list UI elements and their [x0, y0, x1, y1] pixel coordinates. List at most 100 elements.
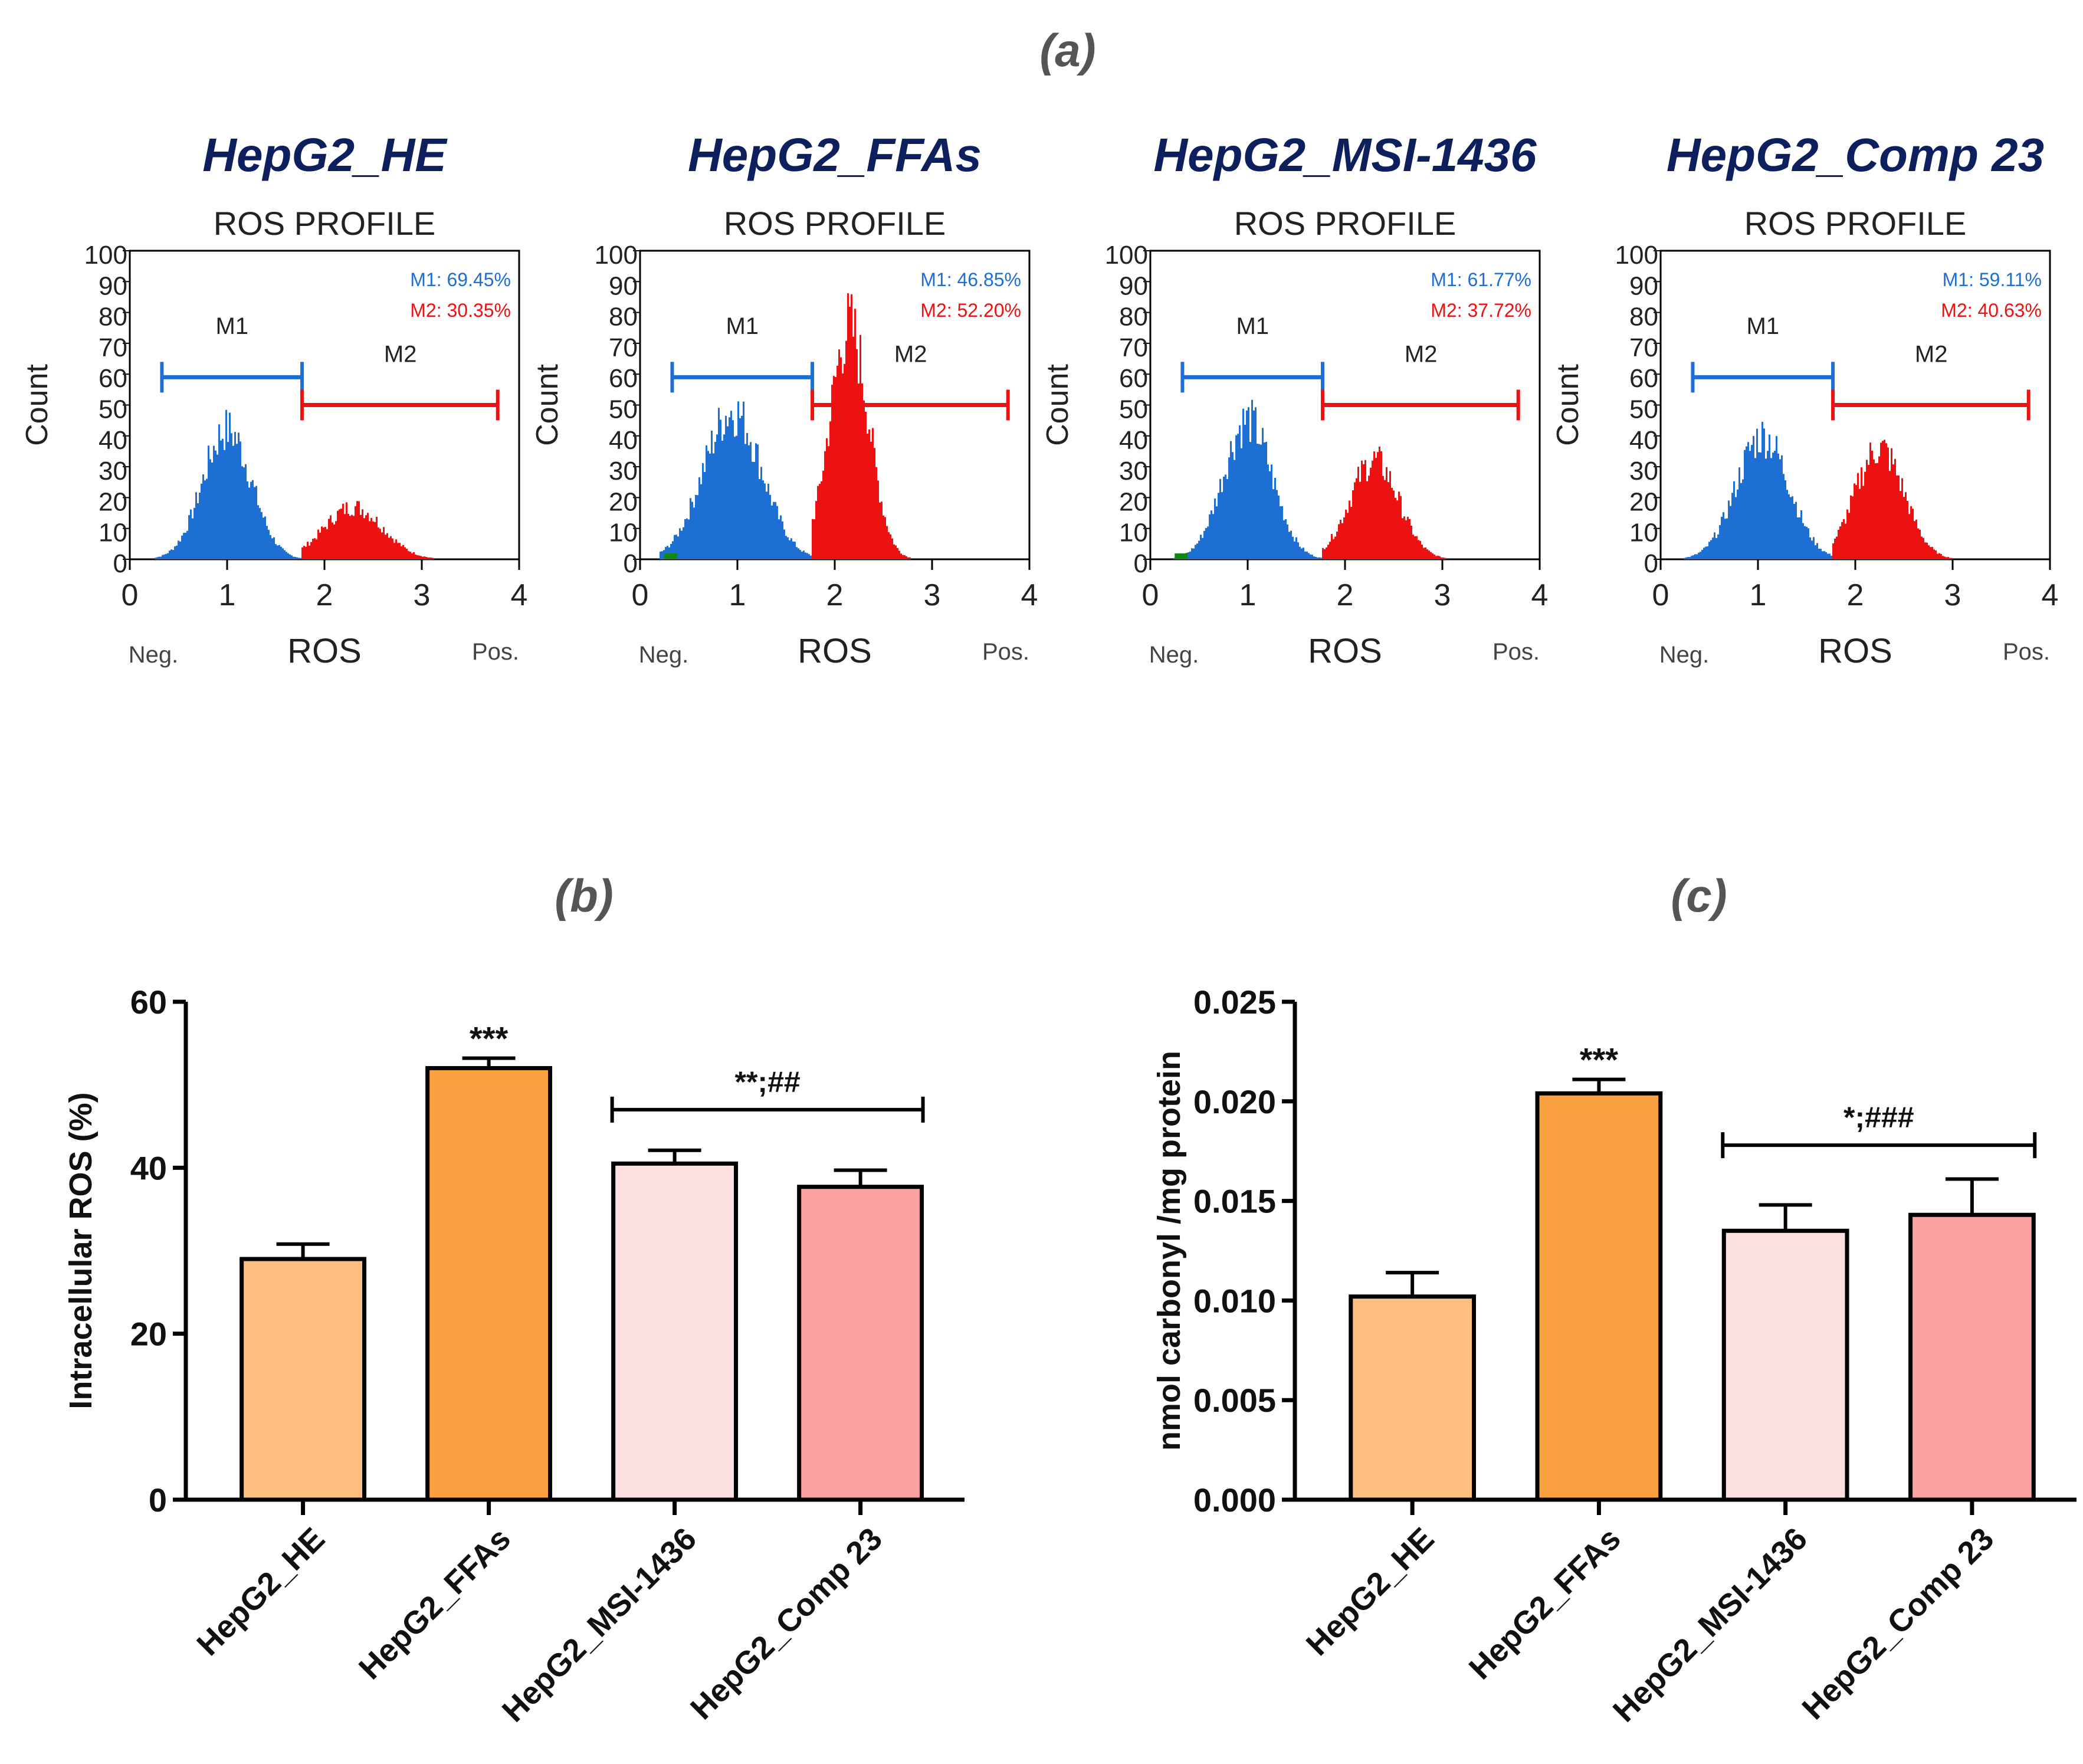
flow-x-axis-label: ROS	[1818, 632, 1892, 670]
m2-percentage: M2: 37.72%	[1431, 300, 1531, 321]
flow-neg-label: Neg.	[639, 642, 689, 668]
flow-pos-label: Pos.	[1492, 639, 1540, 665]
flow-panel-title: HepG2_FFAs	[688, 129, 982, 181]
flow-y-tick-label: 20	[609, 487, 638, 516]
flow-panel-subtitle: ROS PROFILE	[724, 205, 946, 242]
y-tick-label: 0.000	[1193, 1481, 1276, 1519]
flow-x-tick-label: 0	[122, 578, 139, 612]
y-axis-label: Intracellular ROS (%)	[63, 1092, 99, 1409]
flow-neg-label: Neg.	[1659, 642, 1710, 668]
flow-x-tick-label: 2	[826, 578, 844, 612]
flow-panel-subtitle: ROS PROFILE	[1234, 205, 1457, 242]
y-tick-label: 0.025	[1193, 983, 1276, 1021]
bar-3	[611, 1161, 739, 1502]
panel-label-a: (a)	[1039, 24, 1095, 76]
flow-y-tick-label: 70	[1629, 333, 1658, 362]
flow-y-tick-label: 0	[624, 549, 638, 578]
flow-y-axis-label: Count	[1551, 364, 1585, 446]
flow-y-tick-label: 60	[99, 364, 127, 393]
flow-y-tick-label: 100	[84, 241, 127, 270]
m1-percentage: M1: 61.77%	[1431, 269, 1531, 290]
m2-percentage: M2: 52.20%	[920, 300, 1021, 321]
flow-y-tick-label: 80	[99, 303, 127, 332]
m1-percentage: M1: 59.11%	[1943, 269, 2042, 290]
flow-x-tick-label: 2	[1847, 578, 1864, 612]
bar-2	[425, 1066, 553, 1502]
flow-y-tick-label: 70	[99, 333, 127, 362]
flow-y-tick-label: 60	[1629, 364, 1658, 393]
flow-y-tick-label: 50	[1629, 395, 1658, 424]
m1-gate-label: M1	[1236, 313, 1269, 339]
blue-histogram	[155, 409, 301, 559]
m2-gate-label: M2	[384, 341, 417, 367]
flow-y-axis-label: Count	[530, 364, 565, 446]
m2-gate-label: M2	[894, 341, 927, 367]
flow-x-tick-label: 0	[1652, 578, 1669, 612]
flow-y-tick-label: 40	[609, 426, 638, 455]
blue-histogram	[660, 401, 812, 559]
category-label: HepG2_HE	[190, 1521, 332, 1663]
m1-percentage: M1: 69.45%	[410, 269, 511, 290]
flow-x-tick-label: 1	[1239, 578, 1257, 612]
flow-x-tick-label: 2	[316, 578, 333, 612]
y-axis-label: nmol carbonyl /mg protein	[1152, 1051, 1187, 1451]
flow-x-tick-label: 4	[1021, 578, 1038, 612]
bar-4	[1908, 1212, 2036, 1502]
flow-y-tick-label: 30	[1119, 457, 1148, 486]
flow-y-tick-label: 30	[609, 457, 638, 486]
m1-gate-label: M1	[1746, 313, 1779, 339]
flow-x-tick-label: 4	[2042, 578, 2059, 612]
flow-y-tick-label: 20	[99, 487, 127, 516]
flow-panel-subtitle: ROS PROFILE	[1744, 205, 1967, 242]
flow-y-tick-label: 40	[1629, 426, 1658, 455]
panel-label-b: (b)	[555, 870, 614, 922]
m1-gate-label: M1	[215, 313, 248, 339]
green-events	[664, 553, 678, 559]
flow-x-tick-label: 1	[219, 578, 236, 612]
m1-gate-label: M1	[726, 313, 759, 339]
y-tick-label: 40	[130, 1149, 167, 1186]
category-label: HepG2_MSI-1436	[496, 1521, 703, 1729]
flow-x-axis-label: ROS	[1308, 632, 1382, 670]
flow-panel-title: HepG2_HE	[202, 129, 448, 181]
flow-x-tick-label: 3	[1434, 578, 1451, 612]
category-label: HepG2_Comp 23	[1795, 1521, 2000, 1726]
flow-x-axis-label: ROS	[287, 632, 362, 670]
panel-label-c: (c)	[1671, 870, 1727, 922]
bar-1	[240, 1257, 367, 1502]
flow-y-tick-label: 90	[1119, 271, 1148, 300]
flow-y-tick-label: 90	[99, 271, 127, 300]
flow-x-tick-label: 3	[1944, 578, 1961, 612]
category-label: HepG2_FFAs	[1462, 1521, 1628, 1686]
flow-x-tick-label: 0	[1142, 578, 1159, 612]
m1-percentage: M1: 46.85%	[920, 269, 1021, 290]
flow-y-tick-label: 50	[609, 395, 638, 424]
m2-gate-label: M2	[1405, 341, 1438, 367]
y-tick-label: 60	[130, 983, 167, 1021]
flow-y-tick-label: 10	[609, 519, 638, 547]
flow-y-tick-label: 50	[99, 395, 127, 424]
flow-y-tick-label: 80	[1119, 303, 1148, 332]
red-histogram	[301, 501, 434, 559]
y-tick-label: 0	[149, 1481, 167, 1519]
flow-neg-label: Neg.	[129, 642, 179, 668]
y-tick-label: 0.015	[1193, 1183, 1276, 1220]
green-events	[1175, 553, 1188, 559]
flow-y-tick-label: 20	[1119, 487, 1148, 516]
flow-y-tick-label: 50	[1119, 395, 1148, 424]
y-tick-label: 0.010	[1193, 1282, 1276, 1319]
flow-y-tick-label: 90	[609, 271, 638, 300]
flow-y-tick-label: 0	[113, 549, 127, 578]
category-label: HepG2_FFAs	[352, 1521, 517, 1686]
flow-y-tick-label: 40	[1119, 426, 1148, 455]
category-label: HepG2_MSI-1436	[1606, 1521, 1814, 1729]
y-tick-label: 0.005	[1193, 1382, 1276, 1419]
flow-y-tick-label: 90	[1629, 271, 1658, 300]
